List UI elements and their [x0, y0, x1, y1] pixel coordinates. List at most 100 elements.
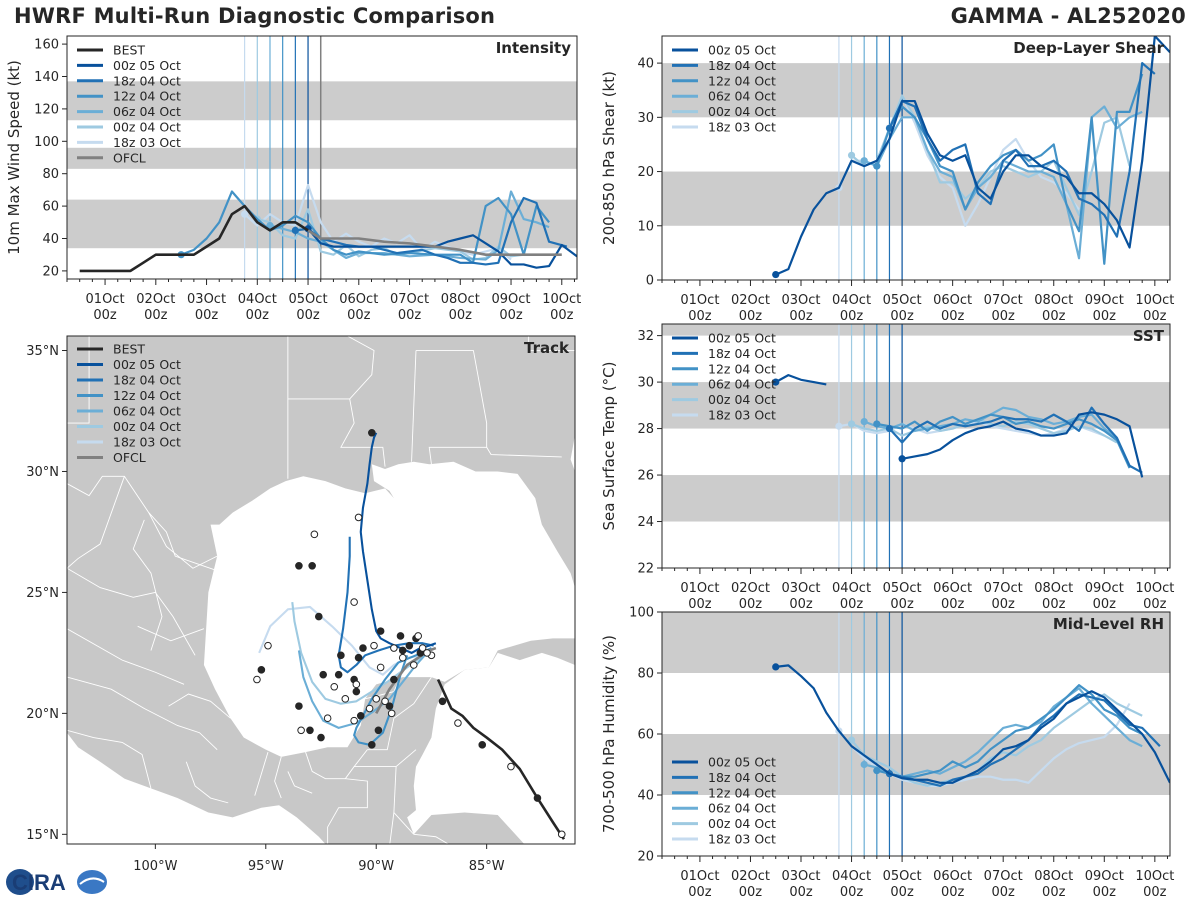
- panel-title: Track: [524, 339, 570, 357]
- series-line-18z-04-oct: [295, 196, 568, 266]
- x-tick-label-day: 01Oct: [680, 581, 719, 596]
- position-marker-12z: [368, 741, 376, 749]
- x-tick-label-day: 09Oct: [492, 292, 531, 307]
- cira-logo: CIRA: [6, 869, 107, 895]
- position-marker-12z: [359, 644, 367, 652]
- legend-label-00z-04-oct: 00z 04 Oct: [113, 120, 181, 135]
- x-tick-label-hour: 00z: [688, 885, 712, 900]
- y-axis-label: 700-500 hPa Humidity (%): [600, 635, 618, 833]
- border-line: [137, 625, 205, 642]
- band-0: [662, 475, 1170, 522]
- position-marker-00z: [330, 682, 339, 691]
- x-tick-label-day: 10Oct: [542, 292, 581, 307]
- legend-label-00z-04-oct: 00z 04 Oct: [708, 392, 776, 407]
- lat-tick-label: 25°N: [26, 586, 59, 601]
- y-tick-label: 120: [34, 102, 59, 117]
- border-line: [67, 567, 196, 656]
- x-tick-label-hour: 00z: [890, 597, 914, 612]
- position-marker-12z: [295, 562, 303, 570]
- position-marker-00z: [423, 649, 431, 657]
- lon-tick-label: 85°W: [469, 859, 505, 874]
- x-tick-label-hour: 00z: [347, 308, 371, 323]
- legend-label-00z-04-oct: 00z 04 Oct: [708, 104, 776, 119]
- series-line-18z-03-oct: [243, 183, 512, 261]
- legend-label-18z-04-oct: 18z 04 Oct: [708, 346, 776, 361]
- position-marker-00z: [370, 641, 378, 650]
- lon-tick-label: 100°W: [133, 859, 177, 874]
- x-tick-label-day: 01Oct: [680, 293, 719, 308]
- plot-frame: [66, 335, 576, 845]
- y-tick-label: 60: [42, 200, 59, 215]
- plot-frame: [661, 35, 1171, 281]
- position-marker-12z: [354, 653, 363, 662]
- border-line: [168, 693, 231, 719]
- x-tick-label-day: 08Oct: [441, 292, 480, 307]
- x-tick-label-day: 07Oct: [390, 292, 429, 307]
- x-tick-label-hour: 00z: [941, 309, 965, 324]
- position-marker-12z: [317, 733, 325, 742]
- series-line-00z-05-oct: [307, 228, 577, 269]
- border-line: [415, 350, 488, 465]
- x-tick-label-hour: 00z: [739, 309, 763, 324]
- legend-label-18z-03-oct: 18z 03 Oct: [708, 832, 776, 847]
- position-marker-12z: [308, 562, 316, 570]
- legend-label-06z-04-oct: 06z 04 Oct: [708, 801, 776, 816]
- position-marker-00z: [557, 830, 566, 839]
- border-line: [67, 676, 218, 750]
- position-marker-12z: [337, 651, 345, 660]
- legend-label-12z-04-oct: 12z 04 Oct: [708, 785, 776, 800]
- series-start-marker-18z-03-oct: [835, 422, 843, 430]
- x-tick-label-hour: 00z: [1093, 597, 1117, 612]
- x-tick-label-hour: 00z: [992, 597, 1016, 612]
- series-line-best: [79, 204, 309, 273]
- position-marker-12z: [390, 675, 398, 684]
- position-marker-12z: [352, 687, 361, 696]
- x-tick-label-day: 08Oct: [1034, 581, 1073, 596]
- x-tick-label-day: 06Oct: [933, 869, 972, 884]
- y-tick-label: 22: [637, 562, 654, 577]
- border-line: [389, 812, 395, 844]
- x-tick-label-day: 07Oct: [984, 869, 1023, 884]
- x-tick-label-day: 02Oct: [731, 869, 770, 884]
- x-tick-label-day: 07Oct: [984, 581, 1023, 596]
- y-tick-label: 100: [629, 606, 654, 621]
- border-line: [148, 512, 218, 569]
- storm-name: GAMMA - AL252020: [950, 4, 1186, 28]
- x-tick-label-hour: 00z: [1042, 885, 1066, 900]
- x-tick-label-day: 02Oct: [731, 293, 770, 308]
- position-marker-12z: [257, 666, 266, 674]
- legend-label-18z-03-oct: 18z 03 Oct: [708, 408, 776, 423]
- position-marker-12z: [314, 612, 323, 621]
- plot-frame: [66, 35, 578, 280]
- position-marker-12z: [533, 794, 542, 802]
- x-tick-label-hour: 00z: [1093, 885, 1117, 900]
- x-tick-label-day: 03Oct: [781, 869, 820, 884]
- series-group: [772, 36, 1170, 279]
- position-marker-00z: [310, 530, 319, 539]
- x-tick-label-day: 03Oct: [781, 293, 820, 308]
- position-marker-00z: [414, 632, 422, 640]
- x-tick-label-hour: 00z: [688, 309, 712, 324]
- legend-label-12z-04-oct: 12z 04 Oct: [708, 361, 776, 376]
- legend-label-00z-05-oct: 00z 05 Oct: [113, 357, 181, 372]
- x-tick-label-hour: 00z: [296, 308, 320, 323]
- position-marker-00z: [350, 716, 358, 725]
- border-line: [395, 749, 417, 767]
- border-line: [287, 771, 313, 794]
- position-marker-00z: [454, 719, 462, 727]
- x-tick-label-day: 09Oct: [1085, 293, 1124, 308]
- series-start-marker-12z-04-oct: [873, 420, 881, 428]
- legend-label-12z-04-oct: 12z 04 Oct: [708, 73, 776, 88]
- panel-title: Deep-Layer Shear: [1013, 39, 1164, 57]
- border-line: [185, 761, 229, 804]
- series-start-marker-06z-04-oct: [860, 418, 868, 426]
- series-line-12z-04-oct: [180, 190, 550, 264]
- legend-label-00z-05-oct: 00z 05 Oct: [708, 755, 776, 770]
- x-tick-label-day: 08Oct: [1034, 869, 1073, 884]
- x-tick-label-day: 08Oct: [1034, 293, 1073, 308]
- y-tick-label: 0: [646, 274, 654, 289]
- position-marker-12z: [405, 641, 414, 650]
- legend-label-18z-04-oct: 18z 04 Oct: [708, 770, 776, 785]
- border-line: [528, 336, 575, 351]
- y-tick-label: 24: [637, 515, 654, 530]
